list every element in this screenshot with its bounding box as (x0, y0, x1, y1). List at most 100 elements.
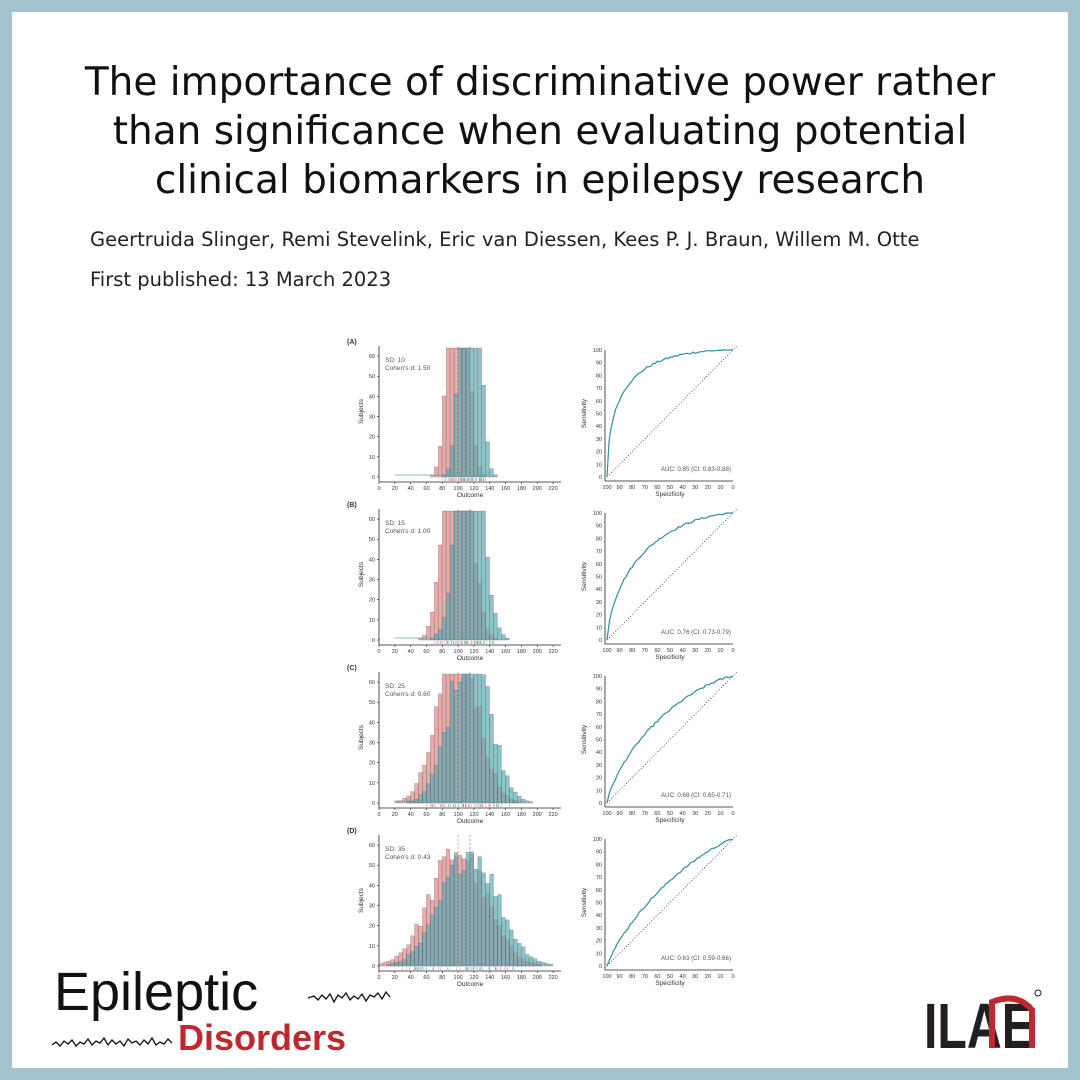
roc-x-tick-label: 100 (602, 811, 611, 817)
histogram-bar-group2 (410, 951, 415, 967)
histogram-x-tick-label: 80 (439, 486, 445, 492)
histogram-bar-group2 (438, 900, 443, 967)
roc-y-tick-label: 40 (596, 913, 602, 919)
histogram-bar-group2 (485, 557, 490, 641)
roc-x-tick-label: 10 (717, 648, 723, 654)
histogram-x-tick-label: 20 (392, 812, 398, 818)
roc-x-tick-label: 20 (705, 485, 711, 491)
roc-x-tick-label: 90 (617, 811, 623, 817)
roc-x-tick-label: 70 (642, 485, 648, 491)
histogram-x-tick-label: 160 (501, 812, 510, 818)
histogram-bar-group2 (442, 882, 447, 967)
panel-label: (B) (347, 502, 357, 509)
histogram-y-axis-label: Subjects (358, 398, 365, 424)
histogram-y-axis-label: Subjects (358, 724, 365, 750)
roc-x-tick-label: 90 (617, 648, 623, 654)
roc-y-tick-label: 90 (596, 687, 602, 693)
histogram-bar-group2 (422, 791, 427, 804)
histogram-bar-group2 (469, 510, 474, 641)
histogram-x-tick-label: 0 (377, 649, 380, 655)
roc-y-tick-label: 70 (596, 875, 602, 881)
histogram-bar-group2 (454, 510, 458, 641)
histogram-bar-group2 (489, 595, 494, 641)
histogram-y-tick-label: 60 (369, 680, 375, 686)
roc-x-axis-label: Specificity (655, 980, 685, 987)
roc-y-tick-label: 80 (596, 536, 602, 542)
histogram-x-tick-label: 80 (439, 812, 445, 818)
roc-curve (606, 512, 733, 641)
histogram-x-axis-label: Outcome (457, 492, 484, 499)
roc-y-tick-label: 60 (596, 888, 602, 894)
histogram-x-tick-label: 40 (408, 486, 414, 492)
roc-x-tick-label: 100 (602, 485, 611, 491)
roc-x-tick-label: 20 (705, 974, 711, 980)
article-card: The importance of discriminative power r… (12, 12, 1068, 1068)
histogram-x-axis-label: Outcome (457, 818, 484, 825)
histogram-bar-group2 (497, 894, 502, 967)
histogram-bar-group2 (458, 873, 462, 967)
histogram-bar-group2 (465, 673, 470, 804)
ilae-arc-mark (989, 995, 1035, 1048)
histogram-bar-group2 (493, 743, 498, 804)
histogram-x-tick-label: 40 (408, 649, 414, 655)
histogram-x-tick-label: 60 (423, 975, 429, 981)
histogram-bar-group2 (501, 634, 506, 641)
roc-x-tick-label: 30 (692, 974, 698, 980)
roc-y-tick-label: 20 (596, 939, 602, 945)
roc-curve (606, 675, 734, 804)
histogram-bar-group2 (541, 962, 545, 967)
roc-x-axis-label: Specificity (655, 817, 685, 824)
histogram-x-tick-label: 180 (517, 486, 526, 492)
histogram-y-tick-label: 30 (369, 741, 375, 747)
publication-date: First published: 13 March 2023 (90, 268, 392, 291)
roc-auc-label: AUC: 0.76 (CI: 0.73-0.79) (661, 629, 731, 636)
roc-x-tick-label: 60 (654, 485, 660, 491)
histogram-bar-group2 (430, 773, 435, 804)
histogram-y-tick-label: 60 (369, 517, 375, 523)
roc-x-tick-label: 10 (717, 811, 723, 817)
histogram-y-tick-label: 50 (369, 537, 375, 543)
histogram-x-tick-label: 180 (517, 649, 526, 655)
roc-curve (606, 838, 734, 967)
roc-y-tick-label: 40 (596, 424, 602, 430)
histogram-y-tick-label: 50 (369, 374, 375, 380)
histogram-y-tick-label: 0 (372, 638, 375, 644)
histogram-bar-group2 (390, 963, 395, 967)
histogram-bar-group2 (473, 673, 478, 804)
roc-x-axis-label: Specificity (655, 491, 685, 498)
histogram-x-tick-label: 200 (533, 649, 542, 655)
roc-y-axis-label: Sensitivity (581, 398, 588, 428)
histogram-x-tick-label: 180 (517, 812, 526, 818)
histogram-bar-group2 (473, 869, 478, 967)
histogram-x-tick-label: 40 (408, 975, 414, 981)
histogram-bar-group2 (481, 385, 486, 478)
annotation-cohen: Cohen's d: 1.50 (385, 365, 431, 372)
roc-y-tick-label: 80 (596, 862, 602, 868)
histogram-bar-group2 (533, 958, 538, 967)
histogram-bar-group2 (406, 801, 411, 804)
histogram-bar-group2 (521, 799, 526, 804)
histogram-bar-group2 (465, 510, 470, 641)
roc-y-tick-label: 30 (596, 763, 602, 769)
histogram-bar-group2 (461, 870, 466, 967)
article-title: The importance of discriminative power r… (12, 58, 1068, 205)
histogram-x-tick-label: 100 (454, 975, 463, 981)
roc-y-tick-label: 60 (596, 562, 602, 568)
roc-y-tick-label: 50 (596, 575, 602, 581)
histogram-bar-group2 (505, 775, 510, 804)
roc-x-tick-label: 0 (731, 974, 734, 980)
histogram-y-tick-label: 20 (369, 924, 375, 930)
histogram-y-axis-label: Subjects (358, 561, 365, 587)
roc-auc-label: AUC: 0.68 (CI: 0.65-0.71) (661, 792, 731, 799)
histogram-bar-group2 (505, 919, 510, 967)
histogram-x-tick-label: 0 (377, 975, 380, 981)
histogram-y-tick-label: 40 (369, 883, 375, 889)
histogram-bar-group2 (402, 959, 407, 967)
roc-y-tick-label: 70 (596, 549, 602, 555)
roc-y-tick-label: 30 (596, 437, 602, 443)
histogram-bar-group2 (422, 932, 427, 967)
histogram-x-tick-label: 140 (485, 486, 494, 492)
histogram-bar-group2 (529, 801, 534, 804)
roc-auc-label: AUC: 0.63 (CI: 0.59-0.66) (661, 955, 731, 962)
roc-y-tick-label: 60 (596, 725, 602, 731)
